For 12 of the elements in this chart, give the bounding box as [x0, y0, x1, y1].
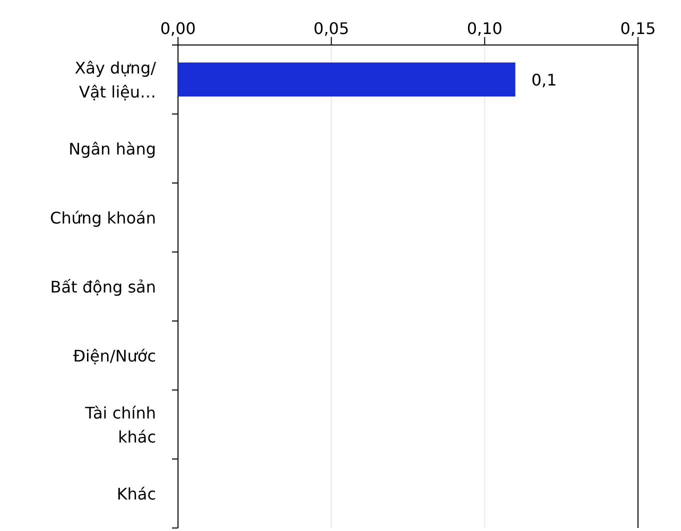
y-tick-label: Xây dựng/ Vật liệu…: [74, 58, 157, 102]
x-tick-label: 0,10: [466, 19, 502, 38]
y-tick-label: Ngân hàng: [68, 140, 156, 158]
x-tick-label: 0,05: [314, 19, 350, 38]
y-tick-label: Điện/Nước: [73, 346, 156, 366]
y-tick-label: Chứng khoán: [50, 208, 156, 228]
x-tick-label: 0,15: [620, 19, 656, 38]
x-tick-label: 0,00: [160, 19, 196, 38]
y-tick-label: Khác: [116, 484, 156, 504]
y-tick-label: Bất động sản: [50, 278, 156, 296]
data-label: 0,1: [531, 70, 557, 90]
y-tick-label: Tài chính khác: [84, 404, 156, 446]
